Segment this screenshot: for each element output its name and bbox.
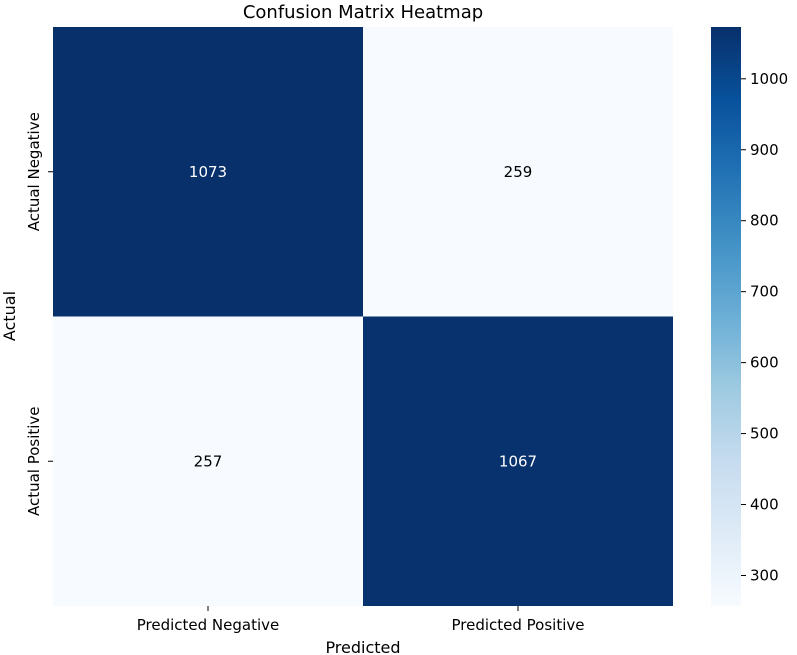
x-tick-label: Predicted Negative bbox=[137, 616, 280, 634]
colorbar-tick-label: 500 bbox=[750, 425, 779, 443]
colorbar-tick-label: 600 bbox=[750, 354, 779, 372]
colorbar-tick-label: 900 bbox=[750, 141, 779, 159]
colorbar bbox=[711, 27, 741, 606]
cell-value-label: 1067 bbox=[499, 452, 537, 470]
colorbar-tick-label: 800 bbox=[750, 212, 779, 230]
x-axis-label: Predicted bbox=[325, 638, 400, 655]
y-axis-label: Actual bbox=[0, 291, 19, 341]
cell-value-label: 259 bbox=[504, 163, 533, 181]
chart-title: Confusion Matrix Heatmap bbox=[243, 2, 483, 23]
colorbar-tick-label: 700 bbox=[750, 283, 779, 301]
colorbar-tick-label: 300 bbox=[750, 566, 779, 584]
cell-value-label: 257 bbox=[194, 452, 223, 470]
heatmap-cell bbox=[363, 27, 673, 317]
heatmap-cell bbox=[53, 27, 363, 317]
y-tick-label: Actual Positive bbox=[25, 406, 43, 516]
y-tick-label: Actual Negative bbox=[25, 112, 43, 231]
colorbar-ticks: 300 400 500 600 700 800 900 1000 bbox=[741, 70, 788, 584]
heatmap-cells: 1073 259 257 1067 bbox=[53, 27, 673, 606]
heatmap-cell bbox=[53, 316, 363, 606]
axis-ticks: Predicted Negative Predicted Positive Actu… bbox=[25, 112, 585, 634]
colorbar-tick-label: 400 bbox=[750, 496, 779, 514]
x-tick-label: Predicted Positive bbox=[451, 616, 584, 634]
colorbar-tick-label: 1000 bbox=[750, 70, 788, 88]
cell-value-label: 1073 bbox=[189, 163, 227, 181]
heatmap-cell bbox=[363, 316, 673, 606]
